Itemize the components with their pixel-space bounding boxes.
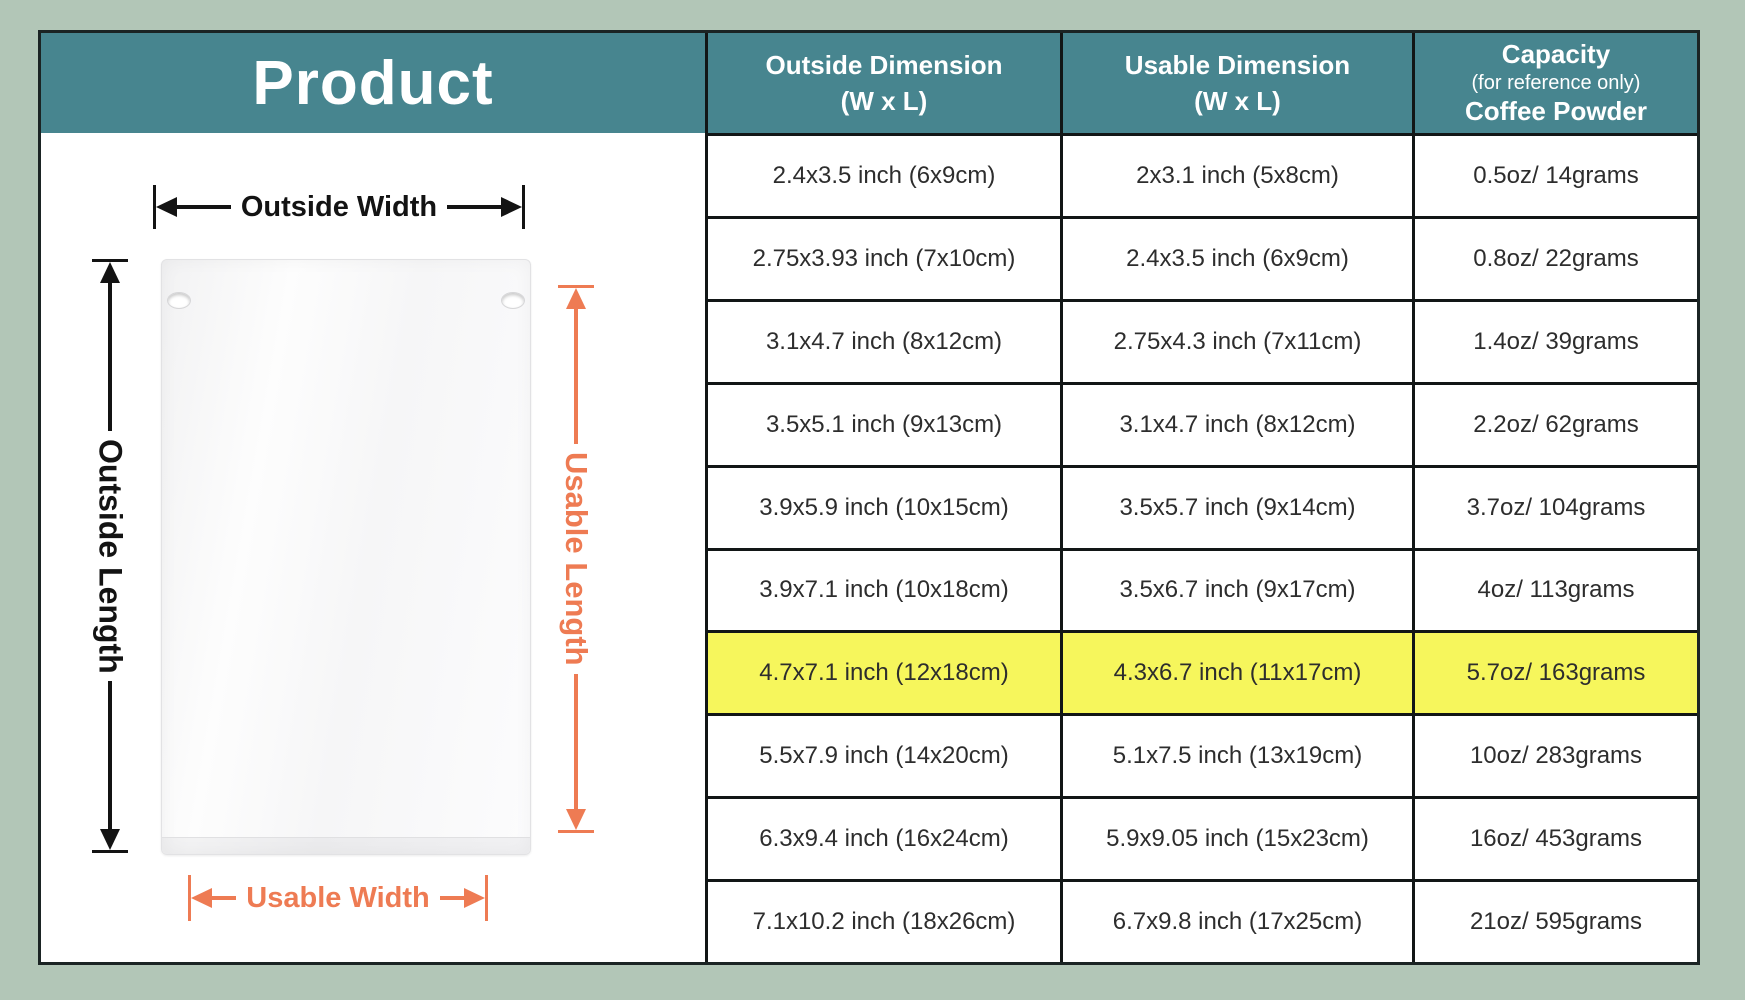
size-row-8-usable-cell: 5.1x7.5 inch (13x19cm): [1063, 716, 1412, 797]
arrow-down-icon: [100, 829, 120, 850]
size-row-2-capacity-cell: 0.8oz/ 22grams: [1415, 218, 1697, 299]
product-section: Product Outside Width Outside Length: [41, 33, 705, 962]
size-row-4-outside-cell: 3.5x5.1 inch (9x13cm): [708, 384, 1060, 465]
arrow-down-icon: [566, 809, 586, 830]
left-end-tick: [188, 875, 191, 921]
size-row-1-usable-cell: 2x3.1 inch (5x8cm): [1063, 136, 1412, 216]
arrow-right-icon: [501, 197, 522, 217]
column-header-usable-dimension: Usable Dimension (W x L): [1063, 33, 1412, 133]
arrow-line: [574, 673, 578, 809]
size-row-5-capacity-cell: 3.7oz/ 104grams: [1415, 467, 1697, 548]
hang-hole-right: [501, 292, 525, 309]
arrow-line: [574, 309, 578, 445]
arrow-up-icon: [566, 288, 586, 309]
column-header-title: Outside Dimension: [765, 49, 1003, 80]
size-row-2-usable-cell: 2.4x3.5 inch (6x9cm): [1063, 218, 1412, 299]
size-row-5-outside-cell: 3.9x5.9 inch (10x15cm): [708, 467, 1060, 548]
column-header-units: (W x L): [840, 85, 928, 116]
size-row-9-outside-cell: 6.3x9.4 inch (16x24cm): [708, 799, 1060, 880]
right-end-tick: [522, 185, 525, 229]
size-row-6-outside-cell: 3.9x7.1 inch (10x18cm): [708, 550, 1060, 631]
hang-hole-left: [167, 292, 191, 309]
arrow-line: [439, 896, 465, 900]
main-panel: Product Outside Width Outside Length: [38, 30, 1700, 965]
outside-width-dimension-arrow: Outside Width: [153, 185, 525, 229]
size-row-2-outside-cell: 2.75x3.93 inch (7x10cm): [708, 218, 1060, 299]
size-row-8-capacity-cell: 10oz/ 283grams: [1415, 716, 1697, 797]
arrow-left-icon: [156, 197, 177, 217]
column-header-outside-dimension: Outside Dimension (W x L): [708, 33, 1060, 133]
size-row-7-capacity-cell: 5.7oz/ 163grams: [1415, 633, 1697, 714]
size-row-3-capacity-cell: 1.4oz/ 39grams: [1415, 301, 1697, 382]
product-bag-image: [161, 259, 531, 855]
product-header: Product: [41, 33, 705, 133]
bottom-end-tick: [92, 850, 128, 853]
arrow-line: [177, 205, 231, 209]
bottom-end-tick: [558, 830, 594, 833]
column-header-capacity: Capacity (for reference only) Coffee Pow…: [1415, 33, 1697, 133]
outside-length-dimension-arrow: Outside Length: [88, 259, 132, 853]
column-header-title: Capacity: [1501, 39, 1611, 70]
column-header-note: (for reference only): [1471, 72, 1641, 94]
size-row-8-outside-cell: 5.5x7.9 inch (14x20cm): [708, 716, 1060, 797]
size-row-1-outside-cell: 2.4x3.5 inch (6x9cm): [708, 136, 1060, 216]
size-row-7-usable-cell: 4.3x6.7 inch (11x17cm): [1063, 633, 1412, 714]
size-row-3-usable-cell: 2.75x4.3 inch (7x11cm): [1063, 301, 1412, 382]
size-row-9-usable-cell: 5.9x9.05 inch (15x23cm): [1063, 799, 1412, 880]
arrow-line: [212, 896, 237, 900]
size-row-3-outside-cell: 3.1x4.7 inch (8x12cm): [708, 301, 1060, 382]
product-title: Product: [252, 48, 494, 118]
column-header-units: (W x L): [1194, 85, 1281, 116]
usable-width-label: Usable Width: [246, 881, 430, 914]
size-row-10-outside-cell: 7.1x10.2 inch (18x26cm): [708, 882, 1060, 962]
size-row-10-usable-cell: 6.7x9.8 inch (17x25cm): [1063, 882, 1412, 962]
size-row-9-capacity-cell: 16oz/ 453grams: [1415, 799, 1697, 880]
size-table: Outside Dimension (W x L) Usable Dimensi…: [705, 33, 1697, 962]
column-header-subject: Coffee Powder: [1464, 96, 1648, 126]
usable-length-dimension-arrow: Usable Length: [554, 285, 598, 833]
arrow-line: [108, 283, 112, 431]
size-row-1-capacity-cell: 0.5oz/ 14grams: [1415, 136, 1697, 216]
top-end-tick: [558, 285, 594, 288]
column-header-title: Usable Dimension: [1124, 49, 1351, 80]
arrow-left-icon: [191, 888, 212, 908]
size-row-4-capacity-cell: 2.2oz/ 62grams: [1415, 384, 1697, 465]
size-row-5-usable-cell: 3.5x5.7 inch (9x14cm): [1063, 467, 1412, 548]
top-end-tick: [92, 259, 128, 262]
arrow-right-icon: [464, 888, 486, 908]
size-row-10-capacity-cell: 21oz/ 595grams: [1415, 882, 1697, 962]
outside-length-label: Outside Length: [92, 438, 129, 674]
size-row-6-capacity-cell: 4oz/ 113grams: [1415, 550, 1697, 631]
size-row-6-usable-cell: 3.5x6.7 inch (9x17cm): [1063, 550, 1412, 631]
arrow-up-icon: [100, 262, 120, 283]
size-row-7-outside-cell: 4.7x7.1 inch (12x18cm): [708, 633, 1060, 714]
outside-width-label: Outside Width: [240, 190, 438, 223]
usable-width-dimension-arrow: Usable Width: [188, 875, 489, 921]
left-end-tick: [153, 185, 156, 229]
arrow-line: [108, 681, 112, 829]
arrow-line: [447, 205, 501, 209]
right-end-tick: [485, 875, 489, 921]
size-row-4-usable-cell: 3.1x4.7 inch (8x12cm): [1063, 384, 1412, 465]
usable-length-label: Usable Length: [559, 452, 594, 666]
bag-bottom-seal: [162, 837, 530, 854]
